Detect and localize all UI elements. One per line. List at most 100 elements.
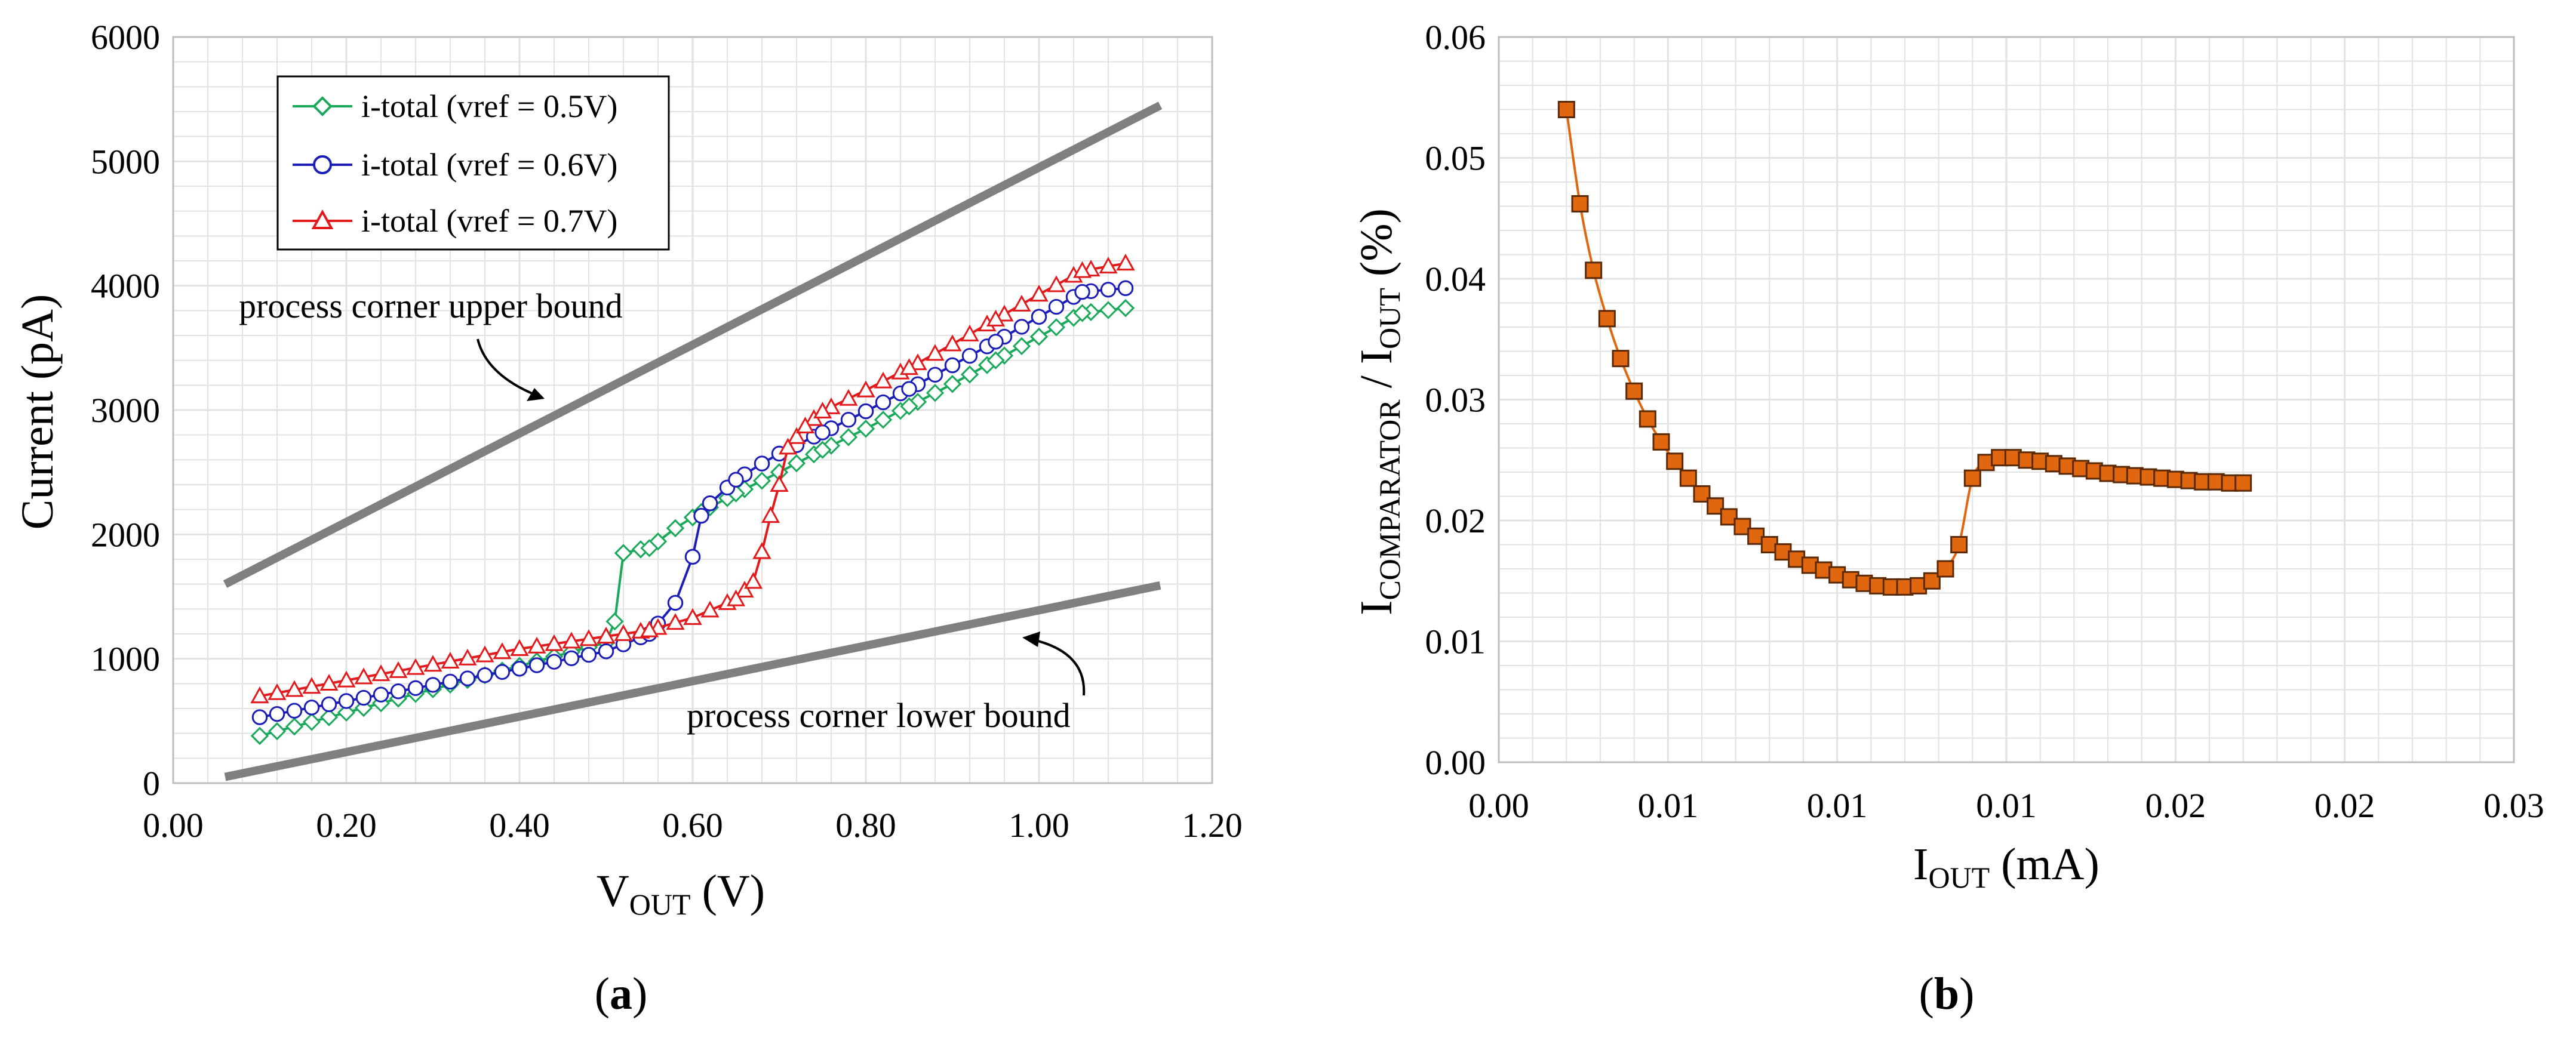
chart-a-series	[223, 101, 1163, 781]
series-i-total-vref-0-7v-	[250, 254, 1135, 704]
data-point-circle	[754, 455, 770, 472]
data-point-triangle	[1099, 257, 1118, 274]
data-point-diamond	[900, 397, 918, 415]
data-point-diamond	[839, 428, 858, 446]
data-point-circle	[1074, 284, 1090, 300]
x-tick-label: 0.40	[489, 806, 550, 845]
data-point-circle	[667, 595, 684, 611]
data-point-triangle	[683, 608, 702, 625]
chart-a-frame	[172, 36, 1213, 784]
data-point-diamond	[1029, 327, 1049, 346]
data-point-diamond	[640, 539, 659, 557]
data-point-circle	[857, 403, 874, 420]
x-tick-label: 1.00	[1009, 806, 1069, 845]
data-point-diamond	[1073, 304, 1092, 322]
data-point-diamond	[856, 420, 875, 438]
data-point-circle	[1100, 282, 1117, 298]
y-tick-label: 6000	[91, 18, 160, 57]
chart-b-y-axis-label: ICOMPARATOR / IOUT (%)	[1351, 208, 1406, 615]
data-point-circle	[927, 366, 943, 383]
data-point-triangle	[389, 661, 408, 678]
x-tick-label: 0.00	[143, 806, 204, 845]
data-point-diamond	[926, 384, 945, 402]
arrowhead-icon	[527, 388, 545, 401]
data-point-circle	[546, 654, 562, 670]
data-point-diamond	[302, 713, 321, 731]
data-point-triangle	[795, 416, 815, 433]
legend-triangle-icon	[311, 209, 334, 229]
panel-label-a: (a)	[595, 969, 648, 1019]
y-tick-label: 5000	[91, 142, 160, 181]
data-point-triangle	[319, 673, 339, 691]
data-point-circle	[814, 424, 831, 441]
data-point-circle	[598, 643, 614, 660]
x-label-v: V	[597, 866, 629, 916]
x-tick-label: 0.60	[662, 806, 723, 845]
legend-label-vref-05: i-total (vref = 0.5V)	[361, 88, 617, 124]
data-point-triangle	[640, 620, 659, 637]
data-point-square	[1652, 433, 1670, 451]
bound-line	[224, 581, 1161, 781]
data-point-triangle	[856, 380, 875, 398]
x-tick-label: 0.20	[316, 806, 377, 845]
data-point-triangle	[700, 600, 720, 618]
data-point-circle	[563, 650, 580, 667]
y-tick-label: 0.02	[1425, 501, 1486, 540]
x-tick-label: 1.20	[1182, 806, 1243, 845]
data-point-triangle	[839, 389, 858, 406]
data-point-triangle	[1012, 294, 1031, 312]
data-point-diamond	[960, 365, 979, 384]
data-point-triangle	[874, 371, 893, 389]
data-point-circle	[251, 709, 268, 725]
data-point-square	[1612, 350, 1630, 368]
y-tick-label: 4000	[91, 267, 160, 306]
data-point-square	[1571, 195, 1589, 212]
data-point-diamond	[787, 454, 806, 473]
data-point-triangle	[995, 304, 1014, 322]
arrowhead-icon	[1022, 632, 1040, 647]
data-point-triangle	[752, 542, 771, 559]
data-point-triangle	[475, 645, 494, 663]
data-point-triangle	[562, 632, 581, 649]
data-point-circle	[407, 680, 424, 697]
x-tick-label: 0.00	[1468, 786, 1529, 825]
y-tick-label: 0	[143, 764, 160, 803]
data-point-triangle	[458, 648, 477, 666]
data-point-triangle	[743, 572, 763, 589]
chart-a-x-ticks: 0.00 0.20 0.40 0.60 0.80 1.00 1.20	[143, 806, 1243, 845]
data-point-circle	[1117, 280, 1134, 297]
data-point-triangle	[926, 344, 945, 361]
chart-b: 0.000.010.020.030.040.050.06 0.00 0.01 0.0…	[1351, 18, 2544, 1019]
data-point-circle	[511, 661, 528, 677]
annotation-lower-bound: process corner lower bound	[687, 696, 1071, 735]
data-point-square	[2234, 474, 2252, 492]
y-tick-label: 0.01	[1425, 623, 1486, 661]
data-point-diamond	[752, 472, 771, 490]
data-point-triangle	[1072, 261, 1092, 278]
chart-b-x-ticks: 0.00 0.01 0.01 0.01 0.02 0.02 0.03	[1468, 786, 2544, 825]
data-point-diamond	[1099, 301, 1118, 319]
data-point-circle	[840, 412, 857, 428]
data-point-triangle	[813, 401, 832, 418]
data-point-square	[1963, 469, 1981, 487]
data-point-diamond	[666, 519, 685, 538]
data-point-circle	[702, 495, 718, 512]
data-point-square	[1639, 410, 1656, 428]
data-point-circle	[901, 381, 917, 397]
data-point-triangle	[943, 334, 962, 352]
y-tick-label: 0.04	[1425, 260, 1486, 298]
series-icomparator-iout	[1557, 101, 2252, 596]
data-point-square	[1936, 560, 1954, 578]
data-point-diamond	[250, 726, 269, 745]
data-point-circle	[988, 334, 1004, 350]
data-point-circle	[1013, 319, 1030, 335]
data-point-triangle	[545, 634, 564, 651]
data-point-circle	[321, 696, 337, 713]
data-point-circle	[442, 673, 459, 690]
data-point-circle	[1031, 309, 1047, 325]
data-point-triangle	[302, 677, 321, 694]
data-point-triangle	[250, 686, 269, 704]
data-point-triangle	[899, 358, 919, 375]
data-point-square	[1923, 572, 1941, 590]
data-point-square	[1666, 452, 1684, 470]
